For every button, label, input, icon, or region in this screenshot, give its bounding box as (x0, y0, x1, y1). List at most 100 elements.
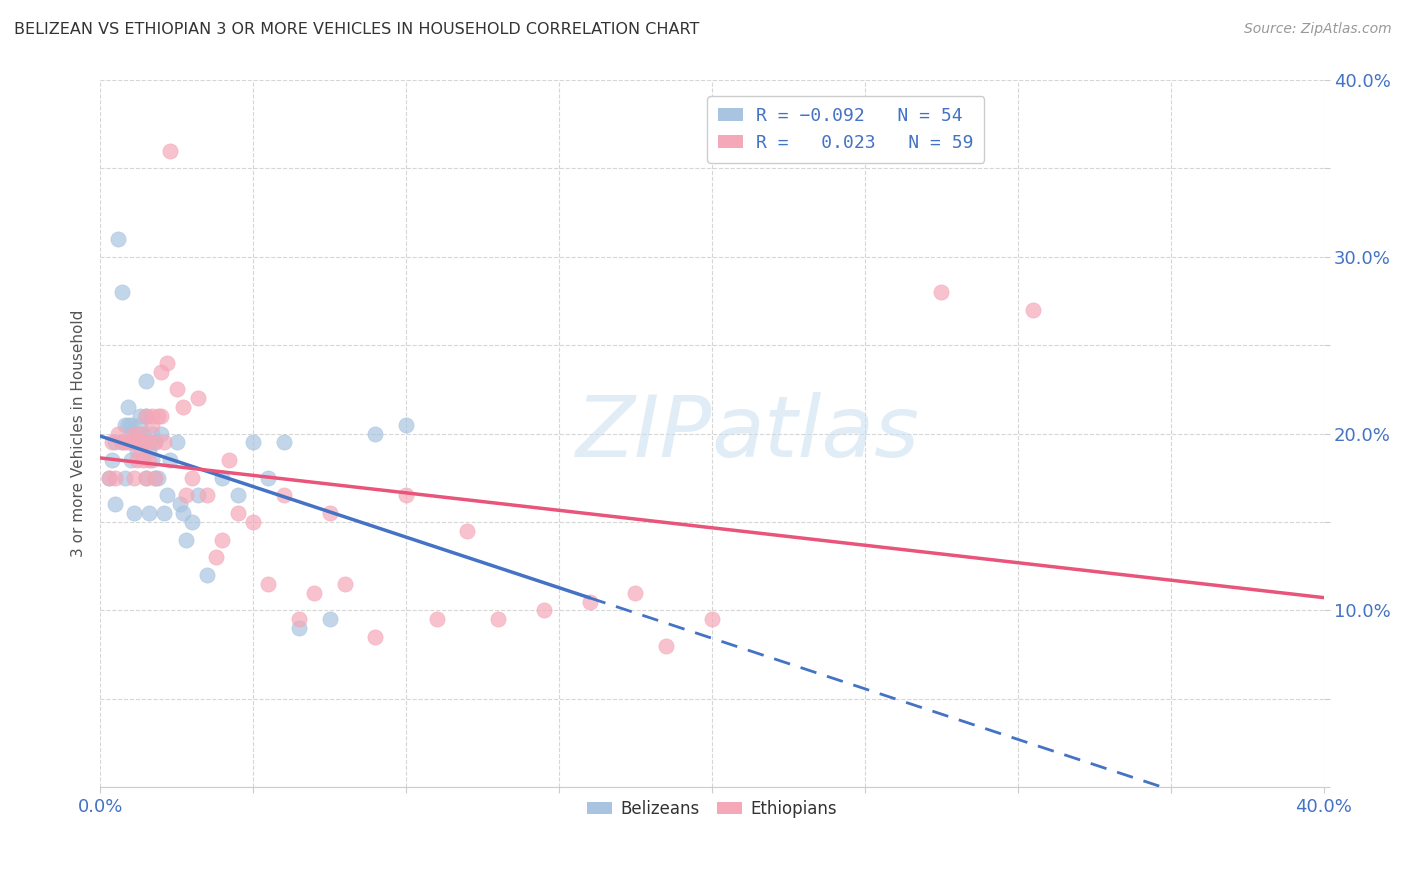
Point (120, 435, 142, 450)
Point (153, 435, 176, 450)
Point (135, 409, 157, 423)
Point (273, 435, 295, 450)
Point (132, 435, 155, 450)
Point (104, 471, 127, 485)
Point (156, 488, 179, 502)
Point (169, 497, 191, 511)
Point (104, 497, 127, 511)
Point (655, 639, 678, 653)
Point (150, 409, 173, 423)
Point (143, 435, 166, 450)
Point (242, 435, 264, 450)
Point (98, 471, 121, 485)
Text: BELIZEAN VS ETHIOPIAN 3 OR MORE VEHICLES IN HOUSEHOLD CORRELATION CHART: BELIZEAN VS ETHIOPIAN 3 OR MORE VEHICLES… (14, 22, 699, 37)
Point (122, 426, 145, 441)
Legend: Belizeans, Ethiopians: Belizeans, Ethiopians (581, 794, 844, 825)
Text: Source: ZipAtlas.com: Source: ZipAtlas.com (1244, 22, 1392, 37)
Point (700, 612, 723, 626)
Point (172, 506, 194, 520)
Point (132, 453, 155, 467)
Point (143, 435, 166, 450)
Point (533, 603, 555, 617)
Point (211, 471, 233, 485)
Point (486, 612, 509, 626)
Point (114, 435, 136, 450)
Point (138, 444, 160, 458)
Point (187, 391, 209, 405)
Point (242, 515, 264, 529)
Point (226, 488, 249, 502)
Point (395, 488, 418, 502)
Point (141, 409, 163, 423)
Point (273, 488, 295, 502)
Point (180, 515, 202, 529)
Point (141, 453, 163, 467)
Point (135, 471, 157, 485)
Point (125, 426, 148, 441)
Point (148, 409, 170, 423)
Point (138, 435, 160, 450)
Point (128, 435, 150, 450)
Point (364, 426, 387, 441)
Point (187, 488, 209, 502)
Point (110, 435, 132, 450)
Point (150, 426, 173, 441)
Text: ZIP: ZIP (575, 392, 711, 475)
Point (288, 621, 311, 635)
Point (257, 471, 280, 485)
Point (128, 444, 150, 458)
Point (1022, 302, 1045, 317)
Point (195, 488, 218, 502)
Point (132, 435, 155, 450)
Point (156, 356, 179, 370)
Point (257, 577, 280, 591)
Point (120, 417, 142, 432)
Point (624, 585, 647, 599)
Point (304, 585, 326, 599)
Text: atlas: atlas (711, 392, 920, 475)
Point (101, 453, 124, 467)
Point (135, 374, 157, 388)
Point (456, 524, 478, 538)
Point (180, 471, 202, 485)
Point (205, 550, 228, 565)
Point (143, 471, 166, 485)
Point (107, 232, 129, 246)
Point (138, 453, 160, 467)
Point (104, 435, 127, 450)
Point (128, 426, 150, 441)
Point (125, 444, 148, 458)
Point (150, 365, 173, 379)
Point (110, 285, 132, 300)
Point (117, 417, 139, 432)
Point (122, 506, 145, 520)
Point (166, 383, 188, 397)
Point (395, 417, 418, 432)
Point (132, 426, 155, 441)
Point (114, 471, 136, 485)
Point (333, 577, 356, 591)
Point (101, 435, 124, 450)
Point (318, 612, 340, 626)
Point (110, 435, 132, 450)
Point (364, 630, 387, 644)
Point (135, 409, 157, 423)
Point (159, 144, 181, 158)
Point (172, 400, 194, 414)
Point (125, 435, 148, 450)
Point (107, 426, 129, 441)
Point (138, 506, 160, 520)
Point (148, 471, 170, 485)
Point (135, 471, 157, 485)
Point (128, 417, 150, 432)
Point (114, 417, 136, 432)
Point (153, 506, 176, 520)
Point (318, 506, 340, 520)
Point (288, 612, 311, 626)
Point (122, 471, 145, 485)
Point (117, 435, 139, 450)
Point (141, 417, 163, 432)
Point (120, 426, 142, 441)
Point (120, 453, 142, 467)
Point (195, 568, 218, 582)
